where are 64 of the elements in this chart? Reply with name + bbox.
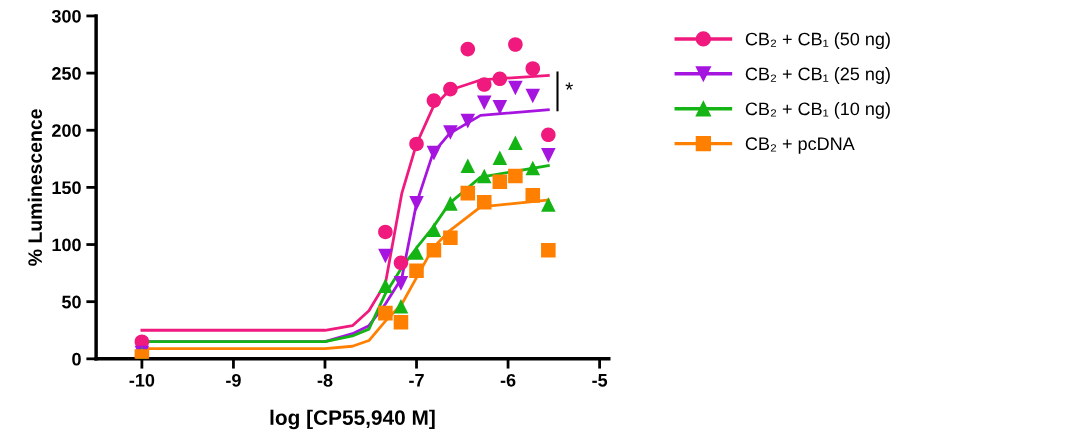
y-tick-label: 150 <box>52 181 81 195</box>
x-tick-label: -10 <box>129 373 155 387</box>
point <box>460 158 476 173</box>
y-tick-label: 200 <box>52 124 81 137</box>
point <box>525 160 541 176</box>
point <box>525 88 541 104</box>
legend-label: CB₂ + pcDNA <box>745 137 855 154</box>
point <box>525 61 541 76</box>
point <box>426 93 442 108</box>
point <box>426 145 442 161</box>
point <box>492 71 508 87</box>
point <box>541 127 556 143</box>
point <box>492 100 508 115</box>
point <box>443 81 458 97</box>
legend-label: CB₂ + CB₁ (50 ng) <box>745 32 890 50</box>
point <box>541 148 556 163</box>
point <box>409 263 424 279</box>
x-tick-label: -9 <box>226 373 241 387</box>
legend-label: CB₂ + CB₁ (25 ng) <box>745 67 890 84</box>
point <box>393 255 409 271</box>
point <box>460 41 476 57</box>
point <box>378 278 393 293</box>
point <box>460 185 476 201</box>
x-tick-label: -7 <box>409 374 424 387</box>
annotation: * <box>565 82 573 90</box>
x-tick-label: -6 <box>500 373 516 387</box>
point <box>393 314 409 330</box>
point <box>378 224 393 240</box>
y-tick-label: 50 <box>62 295 81 309</box>
point <box>393 298 409 314</box>
point <box>476 194 492 210</box>
point <box>443 196 458 211</box>
point <box>508 80 523 96</box>
x-axis-title: log [CP55,940 M] <box>270 409 435 430</box>
x-tick-label: -8 <box>317 373 333 387</box>
point <box>525 188 541 203</box>
point <box>443 125 458 140</box>
y-tick-label: 250 <box>52 67 81 80</box>
point <box>393 276 409 291</box>
point <box>409 136 424 152</box>
y-tick-label: 0 <box>72 352 81 366</box>
legend-label: CB₂ + CB₁ (10 ng) <box>745 101 890 119</box>
point <box>426 222 442 237</box>
point <box>476 168 492 184</box>
point <box>409 245 424 260</box>
x-tick-label: -5 <box>592 374 608 387</box>
y-axis-title: % Luminescence <box>27 109 43 266</box>
point <box>476 77 492 92</box>
y-tick-label: 300 <box>51 9 81 23</box>
point <box>492 174 508 189</box>
point <box>541 197 556 212</box>
point <box>378 248 393 264</box>
y-tick-label: 100 <box>52 238 81 252</box>
point <box>492 150 508 165</box>
point <box>541 242 556 258</box>
point <box>426 242 442 258</box>
point <box>378 305 393 321</box>
point <box>443 230 458 245</box>
point <box>508 37 523 52</box>
point <box>508 135 523 151</box>
point <box>476 95 492 111</box>
point <box>460 113 476 129</box>
point <box>409 196 424 211</box>
point <box>508 168 523 184</box>
